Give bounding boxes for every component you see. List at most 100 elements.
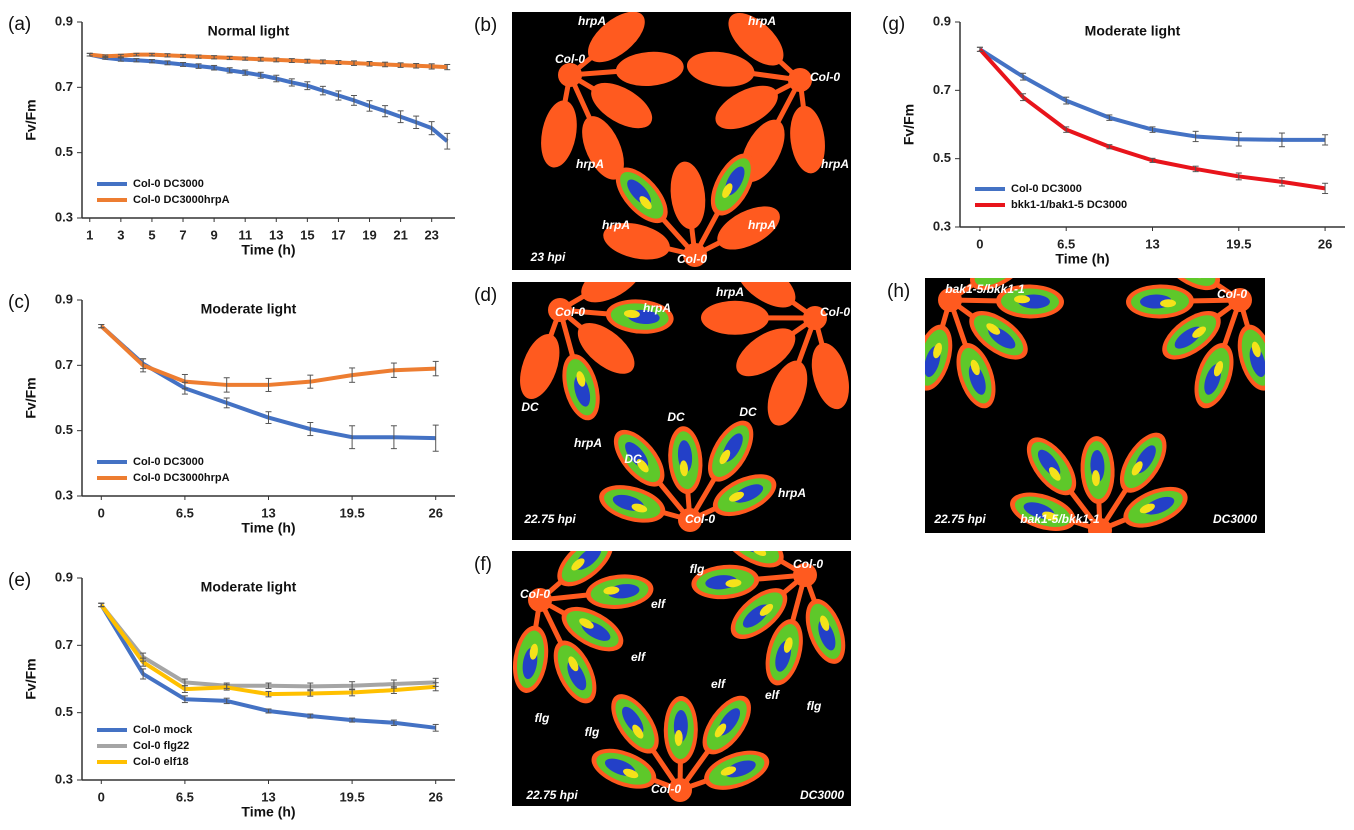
x-tick-label: 19 (362, 227, 376, 242)
y-axis-label: Fv/Fm (23, 99, 39, 140)
image-label: hrpA (578, 14, 606, 28)
image-label: bak1-5/bkk1-1 (1020, 512, 1100, 526)
panel-label: (c) (8, 292, 30, 313)
y-tick-label: 0.3 (55, 487, 73, 502)
image-label: Col-0 (810, 70, 840, 84)
image-label: Col-0 (820, 305, 850, 319)
image-label: 22.75 hpi (525, 788, 578, 802)
chart-title: Moderate light (1085, 23, 1181, 39)
x-tick-label: 23 (424, 227, 438, 242)
image-label: Col-0 (651, 782, 681, 796)
x-tick-label: 26 (428, 789, 442, 804)
image-label: hrpA (576, 157, 604, 171)
image-label: DC (521, 400, 539, 414)
panel-label: (a) (8, 14, 31, 35)
x-tick-label: 19.5 (339, 789, 364, 804)
chart-title: Moderate light (201, 579, 297, 595)
x-tick-label: 9 (210, 227, 217, 242)
image-label: DC (739, 405, 757, 419)
chart-title: Normal light (208, 23, 290, 39)
image-label: 23 hpi (530, 250, 566, 264)
image-label: Col-0 (555, 52, 585, 66)
x-tick-label: 0 (98, 505, 105, 520)
image-label: hrpA (748, 14, 776, 28)
y-tick-label: 0.7 (55, 79, 73, 94)
x-axis-label: Time (h) (241, 242, 295, 258)
x-tick-label: 26 (428, 505, 442, 520)
x-axis-label: Time (h) (1055, 251, 1109, 267)
y-tick-label: 0.5 (55, 422, 73, 437)
image-label: Col-0 (555, 305, 585, 319)
legend-label: Col-0 flg22 (133, 740, 189, 752)
rosette-center (558, 63, 582, 87)
x-tick-label: 3 (117, 227, 124, 242)
series-line (101, 326, 435, 385)
y-tick-label: 0.3 (933, 218, 951, 233)
panel-label: (d) (474, 285, 497, 306)
image-label: 22.75 hpi (523, 512, 576, 526)
image-label: hrpA (716, 285, 744, 299)
x-tick-label: 6.5 (176, 505, 194, 520)
x-tick-label: 1 (86, 227, 93, 242)
x-tick-label: 13 (269, 227, 283, 242)
x-tick-label: 11 (238, 227, 252, 242)
y-tick-label: 0.3 (55, 209, 73, 224)
x-tick-label: 13 (1145, 236, 1159, 251)
series-line (980, 49, 1325, 188)
x-tick-label: 19.5 (1226, 236, 1251, 251)
y-axis-label: Fv/Fm (23, 658, 39, 699)
legend-label: Col-0 DC3000hrpA (133, 472, 230, 484)
panel-label: (h) (887, 281, 910, 302)
y-tick-label: 0.7 (55, 357, 73, 372)
image-label: DC (624, 452, 642, 466)
image-label: hrpA (748, 218, 776, 232)
y-tick-label: 0.9 (933, 13, 951, 28)
image-label: elf (631, 650, 646, 664)
image-label: hrpA (602, 218, 630, 232)
y-tick-label: 0.9 (55, 13, 73, 28)
y-tick-label: 0.3 (55, 771, 73, 786)
panel-label: (g) (882, 14, 905, 35)
x-tick-label: 17 (331, 227, 345, 242)
x-tick-label: 13 (261, 789, 275, 804)
leaf-lesion (1170, 250, 1204, 279)
leaf (701, 301, 769, 335)
y-tick-label: 0.5 (55, 144, 73, 159)
series-line (101, 605, 435, 686)
image-label: flg (585, 725, 600, 739)
image-label: 22.75 hpi (933, 512, 986, 526)
legend-label: Col-0 DC3000hrpA (133, 194, 230, 206)
legend-label: Col-0 DC3000 (1011, 183, 1082, 195)
y-tick-label: 0.5 (55, 704, 73, 719)
image-label: flg (535, 711, 550, 725)
series-line (90, 55, 447, 142)
panel-label: (f) (474, 554, 492, 575)
image-label: Col-0 (685, 512, 715, 526)
leaf-lesion (983, 262, 1001, 278)
image-label: bak1-5/bkk1-1 (945, 282, 1025, 296)
x-tick-label: 0 (976, 236, 983, 251)
y-axis-label: Fv/Fm (901, 104, 917, 145)
x-tick-label: 15 (300, 227, 314, 242)
x-tick-label: 0 (98, 789, 105, 804)
image-label: elf (651, 597, 666, 611)
panel-label: (b) (474, 15, 497, 36)
y-tick-label: 0.7 (55, 637, 73, 652)
y-axis-label: Fv/Fm (23, 377, 39, 418)
y-tick-label: 0.9 (55, 291, 73, 306)
legend-label: Col-0 mock (133, 724, 193, 736)
x-axis-label: Time (h) (241, 520, 295, 536)
y-tick-label: 0.5 (933, 150, 951, 165)
x-tick-label: 6.5 (176, 789, 194, 804)
leaf-lesion (986, 250, 1020, 279)
x-tick-label: 13 (261, 505, 275, 520)
image-label: hrpA (778, 486, 806, 500)
panel-label: (e) (8, 570, 31, 591)
series-line (980, 49, 1325, 140)
image-label: Col-0 (793, 557, 823, 571)
